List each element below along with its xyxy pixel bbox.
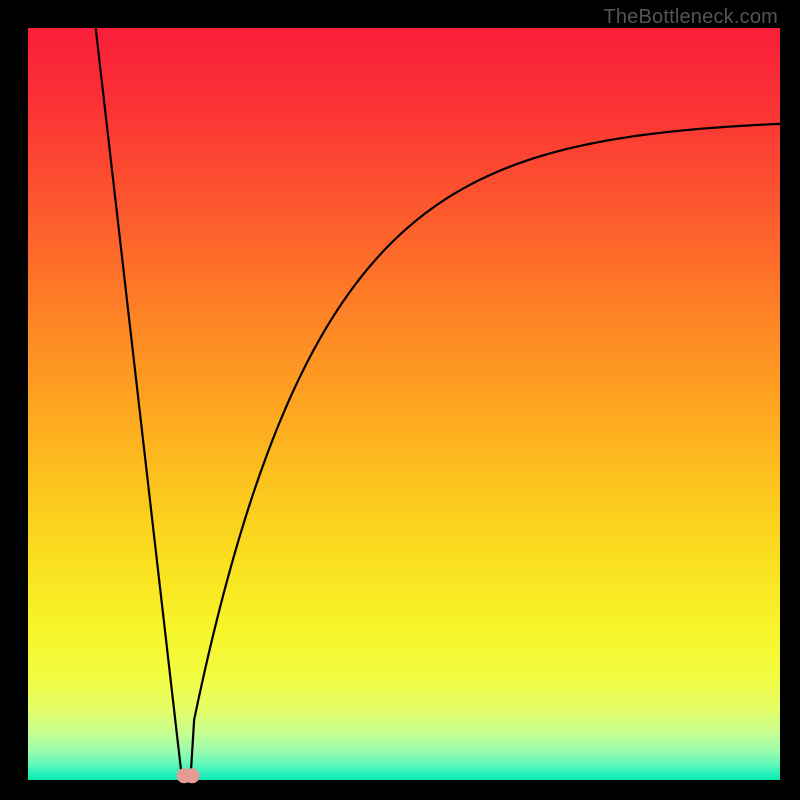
watermark-text: TheBottleneck.com	[603, 6, 778, 29]
chart-container: TheBottleneck.com	[0, 0, 800, 800]
plot-background	[28, 28, 780, 780]
current-point-marker	[177, 769, 199, 783]
bottleneck-chart	[0, 0, 800, 800]
